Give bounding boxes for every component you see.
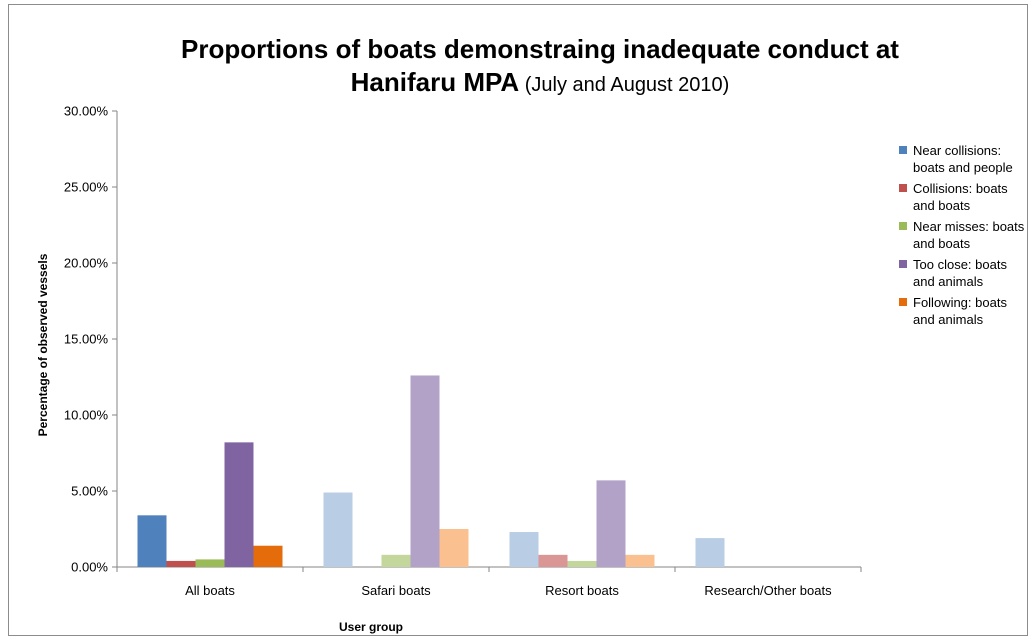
chart-title-line1: Proportions of boats demonstraing inadeq… xyxy=(181,34,899,64)
y-tick-label: 20.00% xyxy=(64,256,109,271)
legend-swatch xyxy=(899,184,907,192)
legend-swatch xyxy=(899,146,907,154)
legend: Near collisions: boats and people Collisio… xyxy=(899,143,1025,327)
legend-label: and animals xyxy=(913,274,984,289)
bar xyxy=(439,529,469,567)
legend-label: and animals xyxy=(913,312,984,327)
y-axis-title: Percentage of observed vessels xyxy=(36,253,50,436)
legend-swatch xyxy=(899,298,907,306)
bar xyxy=(253,545,283,567)
chart-title-bold-part: Hanifaru MPA xyxy=(351,67,520,97)
bar xyxy=(195,559,225,567)
plot-area: 0.00% 5.00% 10.00% 15.00% 20.00% 25.00% 30.00%… xyxy=(64,104,862,598)
bar xyxy=(166,560,196,567)
bar xyxy=(567,560,597,567)
x-axis-title: User group xyxy=(339,620,403,634)
legend-label: Near misses: boats xyxy=(913,219,1025,234)
y-tick-label: 25.00% xyxy=(64,180,109,195)
legend-label: boats and people xyxy=(913,160,1013,175)
y-tick-label: 5.00% xyxy=(71,484,108,499)
legend-label: Collisions: boats xyxy=(913,181,1008,196)
y-tick-label: 30.00% xyxy=(64,104,109,119)
y-tick-label: 10.00% xyxy=(64,408,109,423)
x-tick-label: Resort boats xyxy=(545,583,619,598)
y-tick-label: 0.00% xyxy=(71,560,108,575)
bar xyxy=(538,554,568,567)
legend-swatch xyxy=(899,222,907,230)
bar xyxy=(625,554,655,567)
legend-label: Near collisions: xyxy=(913,143,1001,158)
chart-svg: Proportions of boats demonstraing inadeq… xyxy=(36,34,1025,634)
bar xyxy=(596,480,626,567)
x-tick-label: Research/Other boats xyxy=(704,583,832,598)
bar xyxy=(323,492,353,567)
bar xyxy=(410,375,440,567)
legend-label: and boats xyxy=(913,198,971,213)
bar xyxy=(509,532,539,567)
chart-frame: Proportions of boats demonstraing inadeq… xyxy=(8,4,1028,636)
y-tick-label: 15.00% xyxy=(64,332,109,347)
legend-swatch xyxy=(899,260,907,268)
bar xyxy=(381,554,411,567)
chart-title-subtitle-part: (July and August 2010) xyxy=(519,74,729,96)
bar xyxy=(224,442,254,567)
x-tick-label: All boats xyxy=(185,583,235,598)
chart-title-line2: Hanifaru MPA (July and August 2010) xyxy=(351,67,730,97)
legend-label: Following: boats xyxy=(913,295,1007,310)
bar xyxy=(137,515,167,567)
x-tick-label: Safari boats xyxy=(361,583,431,598)
legend-label: and boats xyxy=(913,236,971,251)
legend-label: Too close: boats xyxy=(913,257,1007,272)
bar xyxy=(695,538,725,567)
